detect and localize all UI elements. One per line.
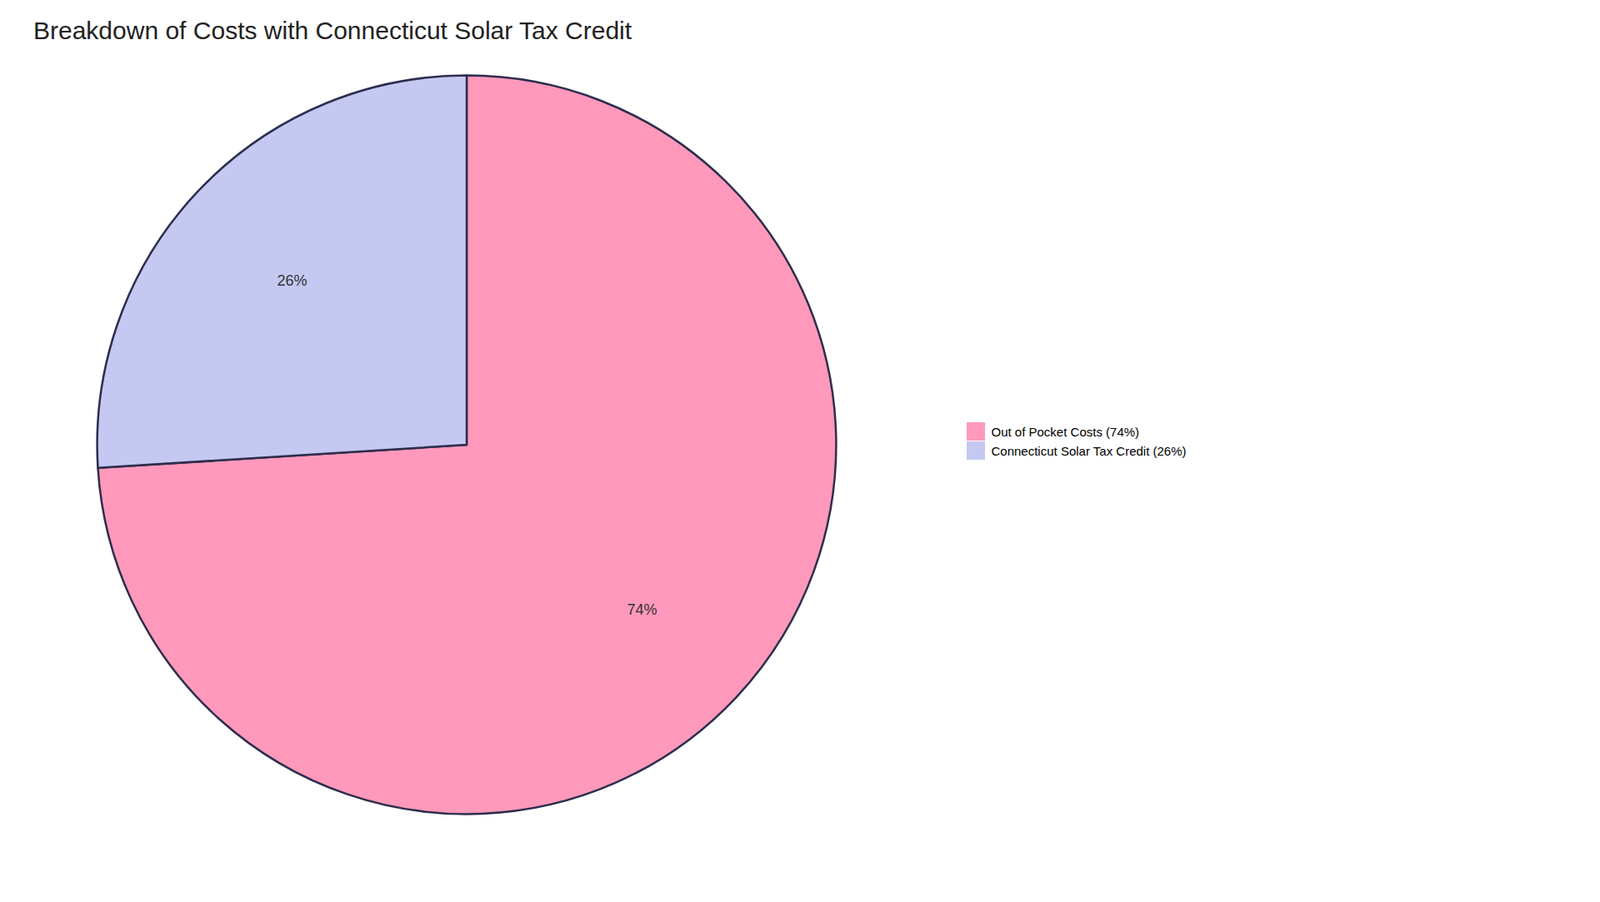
svg-text:74%: 74% xyxy=(627,601,658,619)
html-text:Out of Pocket Costs (74%): Out of Pocket Costs (74%) xyxy=(991,424,1140,439)
html-text:Breakdown of Costs with Connec: Breakdown of Costs with Connecticut Sola… xyxy=(33,16,632,45)
svg-text:26%: 26% xyxy=(276,272,307,290)
html-text:Connecticut Solar Tax Credit (: Connecticut Solar Tax Credit (26%) xyxy=(991,444,1187,459)
